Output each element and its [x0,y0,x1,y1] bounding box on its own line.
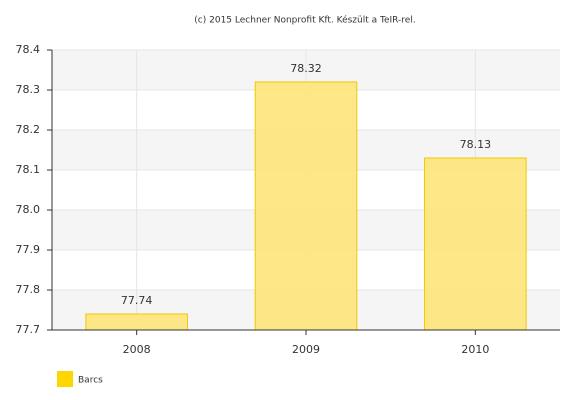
y-tick-label: 77.7 [16,323,41,336]
value-label: 78.13 [460,138,492,151]
y-tick-label: 77.9 [16,243,41,256]
y-tick-label: 78.3 [16,83,41,96]
value-label: 78.32 [290,62,322,75]
x-tick-label: 2008 [123,343,151,356]
y-tick-label: 77.8 [16,283,41,296]
chart-title: (c) 2015 Lechner Nonprofit Kft. Készült … [194,15,415,26]
x-tick-label: 2009 [292,343,320,356]
x-tick-label: 2010 [461,343,489,356]
value-label: 77.74 [121,294,153,307]
legend-swatch [57,371,73,387]
bar [85,313,188,331]
legend-label: Barcs [78,376,103,386]
y-tick-label: 78.0 [16,203,41,216]
y-tick-label: 78.2 [16,123,41,136]
y-tick-label: 78.4 [16,43,41,56]
y-tick-label: 78.1 [16,163,41,176]
bar [424,157,527,331]
bar [254,81,358,331]
